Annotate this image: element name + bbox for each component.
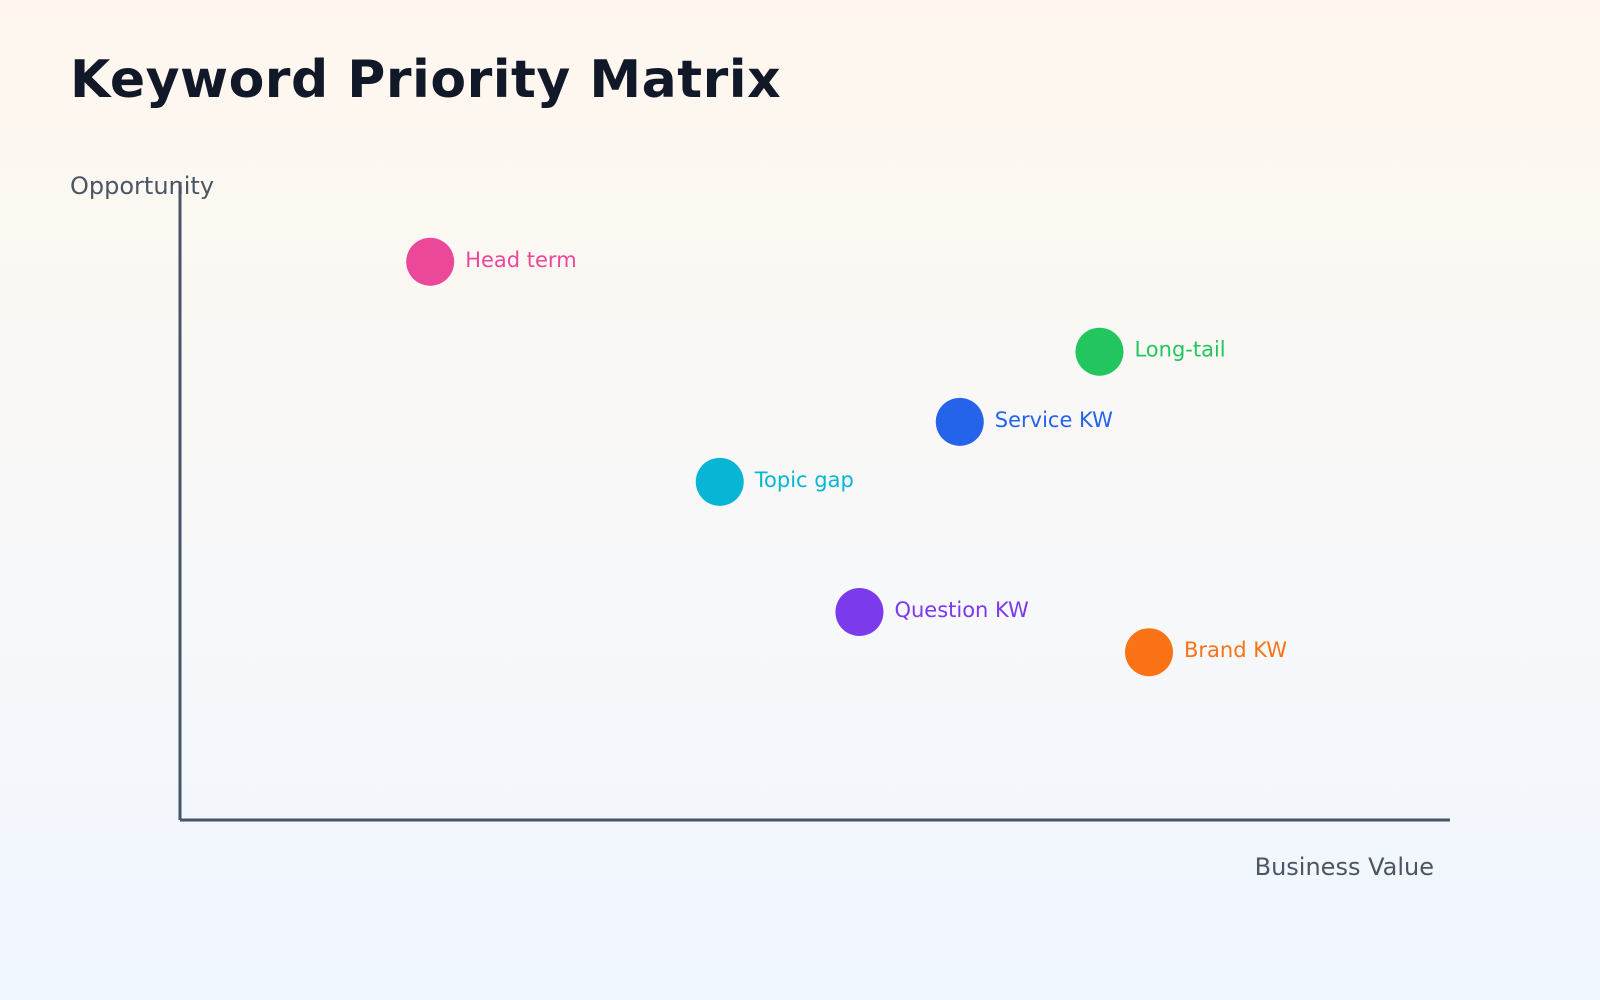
data-points: Head term Long-tail Service KW Topic gap Que… [406,237,1287,677]
x-axis-label: Business Value [1255,853,1434,881]
point-label-brand-kw: Brand KW [1184,638,1287,662]
point-label-question-kw: Question KW [894,598,1029,622]
point-question-kw [835,588,884,637]
point-topic-gap [695,457,744,506]
point-label-long-tail: Long-tail [1134,338,1225,362]
y-axis-label: Opportunity [70,172,214,200]
point-long-tail [1075,327,1124,376]
chart-title: Keyword Priority Matrix [70,50,782,110]
point-label-service-kw: Service KW [995,408,1113,432]
point-service-kw [935,397,984,446]
point-brand-kw [1125,628,1174,677]
point-head-term [406,237,455,286]
point-label-head-term: Head term [465,248,576,272]
point-label-topic-gap: Topic gap [754,468,854,492]
